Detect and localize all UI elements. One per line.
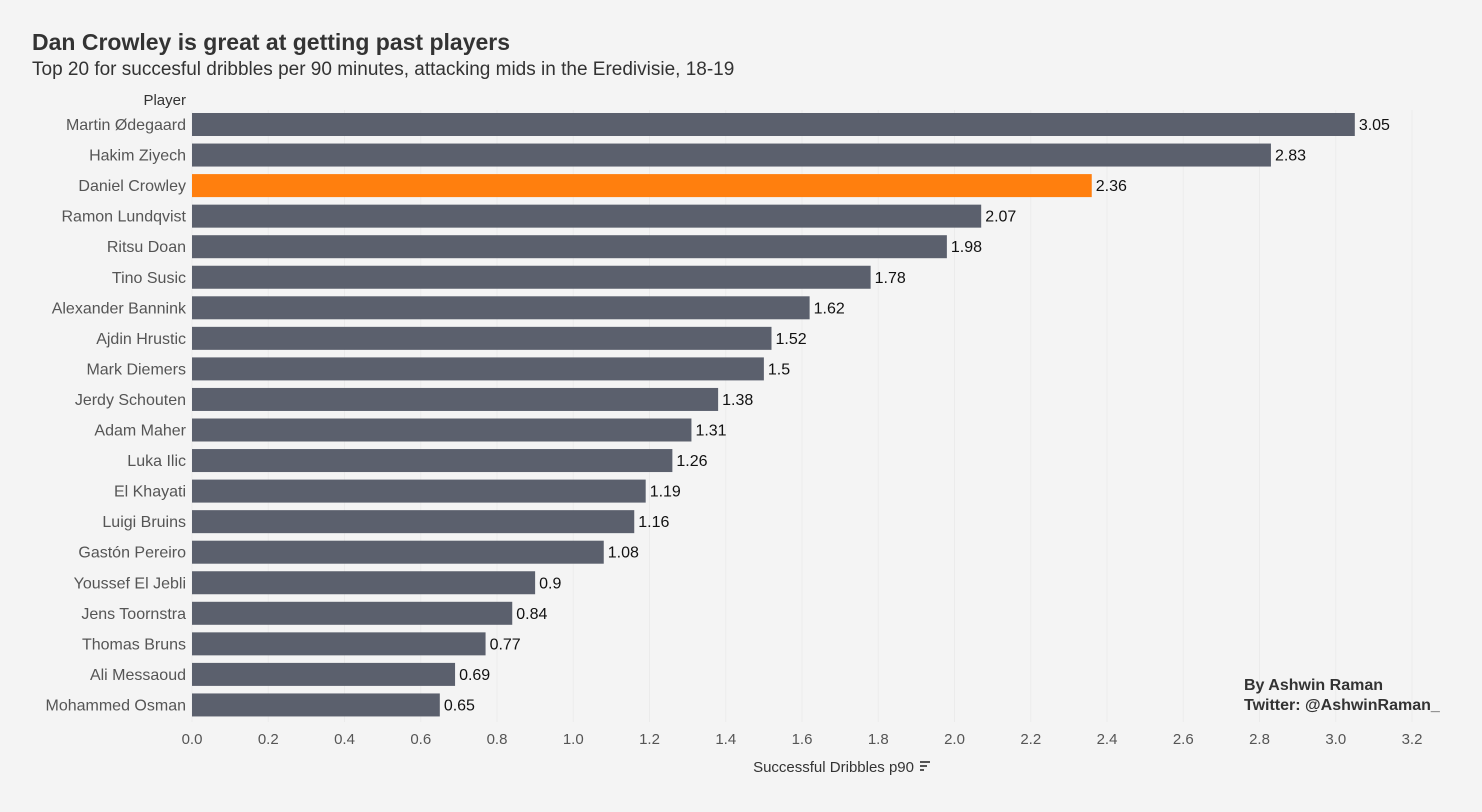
bar[interactable]: [192, 601, 513, 625]
category-label: Martin Ødegaard: [66, 117, 186, 134]
bar[interactable]: [192, 571, 536, 595]
category-label: Ramon Lundqvist: [61, 209, 186, 226]
value-label: 1.52: [776, 331, 807, 348]
value-label: 0.9: [539, 575, 561, 592]
y-axis-title: Player: [143, 92, 186, 109]
value-label: 1.19: [650, 484, 681, 501]
value-label: 1.5: [768, 361, 790, 378]
value-label: 2.36: [1096, 178, 1127, 195]
category-labels: Martin Ødegaard Hakim Ziyech Daniel Crowle…: [46, 117, 188, 714]
bar[interactable]: [192, 296, 810, 320]
chart-subtitle: Top 20 for succesful dribbles per 90 min…: [32, 59, 735, 80]
category-label: Mark Diemers: [86, 361, 186, 378]
value-label: 1.26: [676, 453, 707, 470]
value-label: 3.05: [1359, 117, 1390, 134]
bar[interactable]: [192, 632, 486, 656]
value-label: 0.84: [516, 606, 547, 623]
x-tick-label: 0.6: [410, 731, 431, 748]
x-tick-label: 3.0: [1325, 731, 1346, 748]
bar[interactable]: [192, 540, 604, 564]
category-label: Tino Susic: [112, 270, 186, 287]
category-label: Adam Maher: [94, 423, 186, 440]
credit: By Ashwin Raman Twitter: @AshwinRaman_: [1244, 676, 1440, 716]
credit-twitter: Twitter: @AshwinRaman_: [1244, 697, 1440, 714]
x-tick-label: 1.2: [639, 731, 660, 748]
x-tick-label: 1.0: [563, 731, 584, 748]
bar[interactable]: [192, 204, 982, 228]
x-axis-title: Successful Dribbles p90: [753, 759, 914, 776]
value-label: 1.98: [951, 239, 982, 256]
bar[interactable]: [192, 357, 764, 381]
value-label: 2.07: [985, 209, 1016, 226]
x-tick-labels: 0.0 0.2 0.4 0.6 0.8 1.0 1.2 1.4 1.6 1.8 2.0 2.2 2.4 2…: [182, 731, 1423, 748]
bar[interactable]: [192, 326, 772, 350]
bar[interactable]: [192, 387, 719, 411]
x-tick-label: 0.8: [487, 731, 508, 748]
value-labels: 3.05 2.83 2.36 2.071.98 1.78 1.62 1.52 1.5 1.38 1…: [444, 117, 1390, 714]
bar[interactable]: [192, 235, 947, 259]
x-tick-label: 2.0: [944, 731, 965, 748]
bar[interactable]: [192, 174, 1092, 198]
value-label: 0.69: [459, 667, 490, 684]
value-label: 1.38: [722, 392, 753, 409]
value-label: 1.62: [814, 300, 845, 317]
category-label: Luka Ilic: [127, 453, 186, 470]
category-label: El Khayati: [114, 484, 186, 501]
bar[interactable]: [192, 113, 1355, 136]
bar[interactable]: [192, 510, 635, 534]
category-label: Jerdy Schouten: [75, 392, 186, 409]
category-label: Jens Toornstra: [81, 606, 186, 623]
bar[interactable]: [192, 143, 1271, 167]
value-label: 1.78: [875, 270, 906, 287]
value-label: 0.77: [490, 636, 521, 653]
value-label: 1.16: [638, 514, 669, 531]
x-tick-label: 3.2: [1402, 731, 1423, 748]
value-label: 1.31: [695, 423, 726, 440]
category-label: Ritsu Doan: [107, 239, 186, 256]
bar[interactable]: [192, 265, 871, 289]
bar[interactable]: [192, 693, 440, 717]
x-tick-label: 2.4: [1097, 731, 1118, 748]
bar[interactable]: [192, 418, 692, 442]
x-tick-label: 2.2: [1020, 731, 1041, 748]
category-label: Thomas Bruns: [82, 636, 186, 653]
category-label: Hakim Ziyech: [89, 148, 186, 165]
x-tick-label: 1.8: [868, 731, 889, 748]
bar[interactable]: [192, 479, 646, 503]
category-label: Alexander Bannink: [52, 300, 187, 317]
gridlines: [191, 110, 1413, 722]
x-tick-label: 2.6: [1173, 731, 1194, 748]
category-label: Youssef El Jebli: [74, 575, 186, 592]
x-tick-label: 0.2: [258, 731, 279, 748]
category-label: Daniel Crowley: [78, 178, 186, 195]
x-tick-label: 1.6: [792, 731, 813, 748]
category-label: Luigi Bruins: [102, 514, 186, 531]
x-tick-label: 1.4: [715, 731, 736, 748]
value-label: 1.08: [608, 545, 639, 562]
category-label: Ali Messaoud: [90, 667, 186, 684]
credit-author: By Ashwin Raman: [1244, 677, 1383, 694]
category-label: Mohammed Osman: [46, 697, 187, 714]
bar[interactable]: [192, 449, 673, 473]
chart-title: Dan Crowley is great at getting past pla…: [32, 29, 511, 55]
bar[interactable]: [192, 662, 456, 686]
x-tick-label: 0.4: [334, 731, 355, 748]
value-label: 2.83: [1275, 148, 1306, 165]
category-label: Gastón Pereiro: [78, 545, 186, 562]
bars: [192, 113, 1355, 717]
value-label: 0.65: [444, 697, 475, 714]
sort-descending-icon[interactable]: [920, 761, 930, 771]
x-tick-label: 0.0: [182, 731, 203, 748]
x-tick-label: 2.8: [1249, 731, 1270, 748]
category-label: Ajdin Hrustic: [96, 331, 186, 348]
